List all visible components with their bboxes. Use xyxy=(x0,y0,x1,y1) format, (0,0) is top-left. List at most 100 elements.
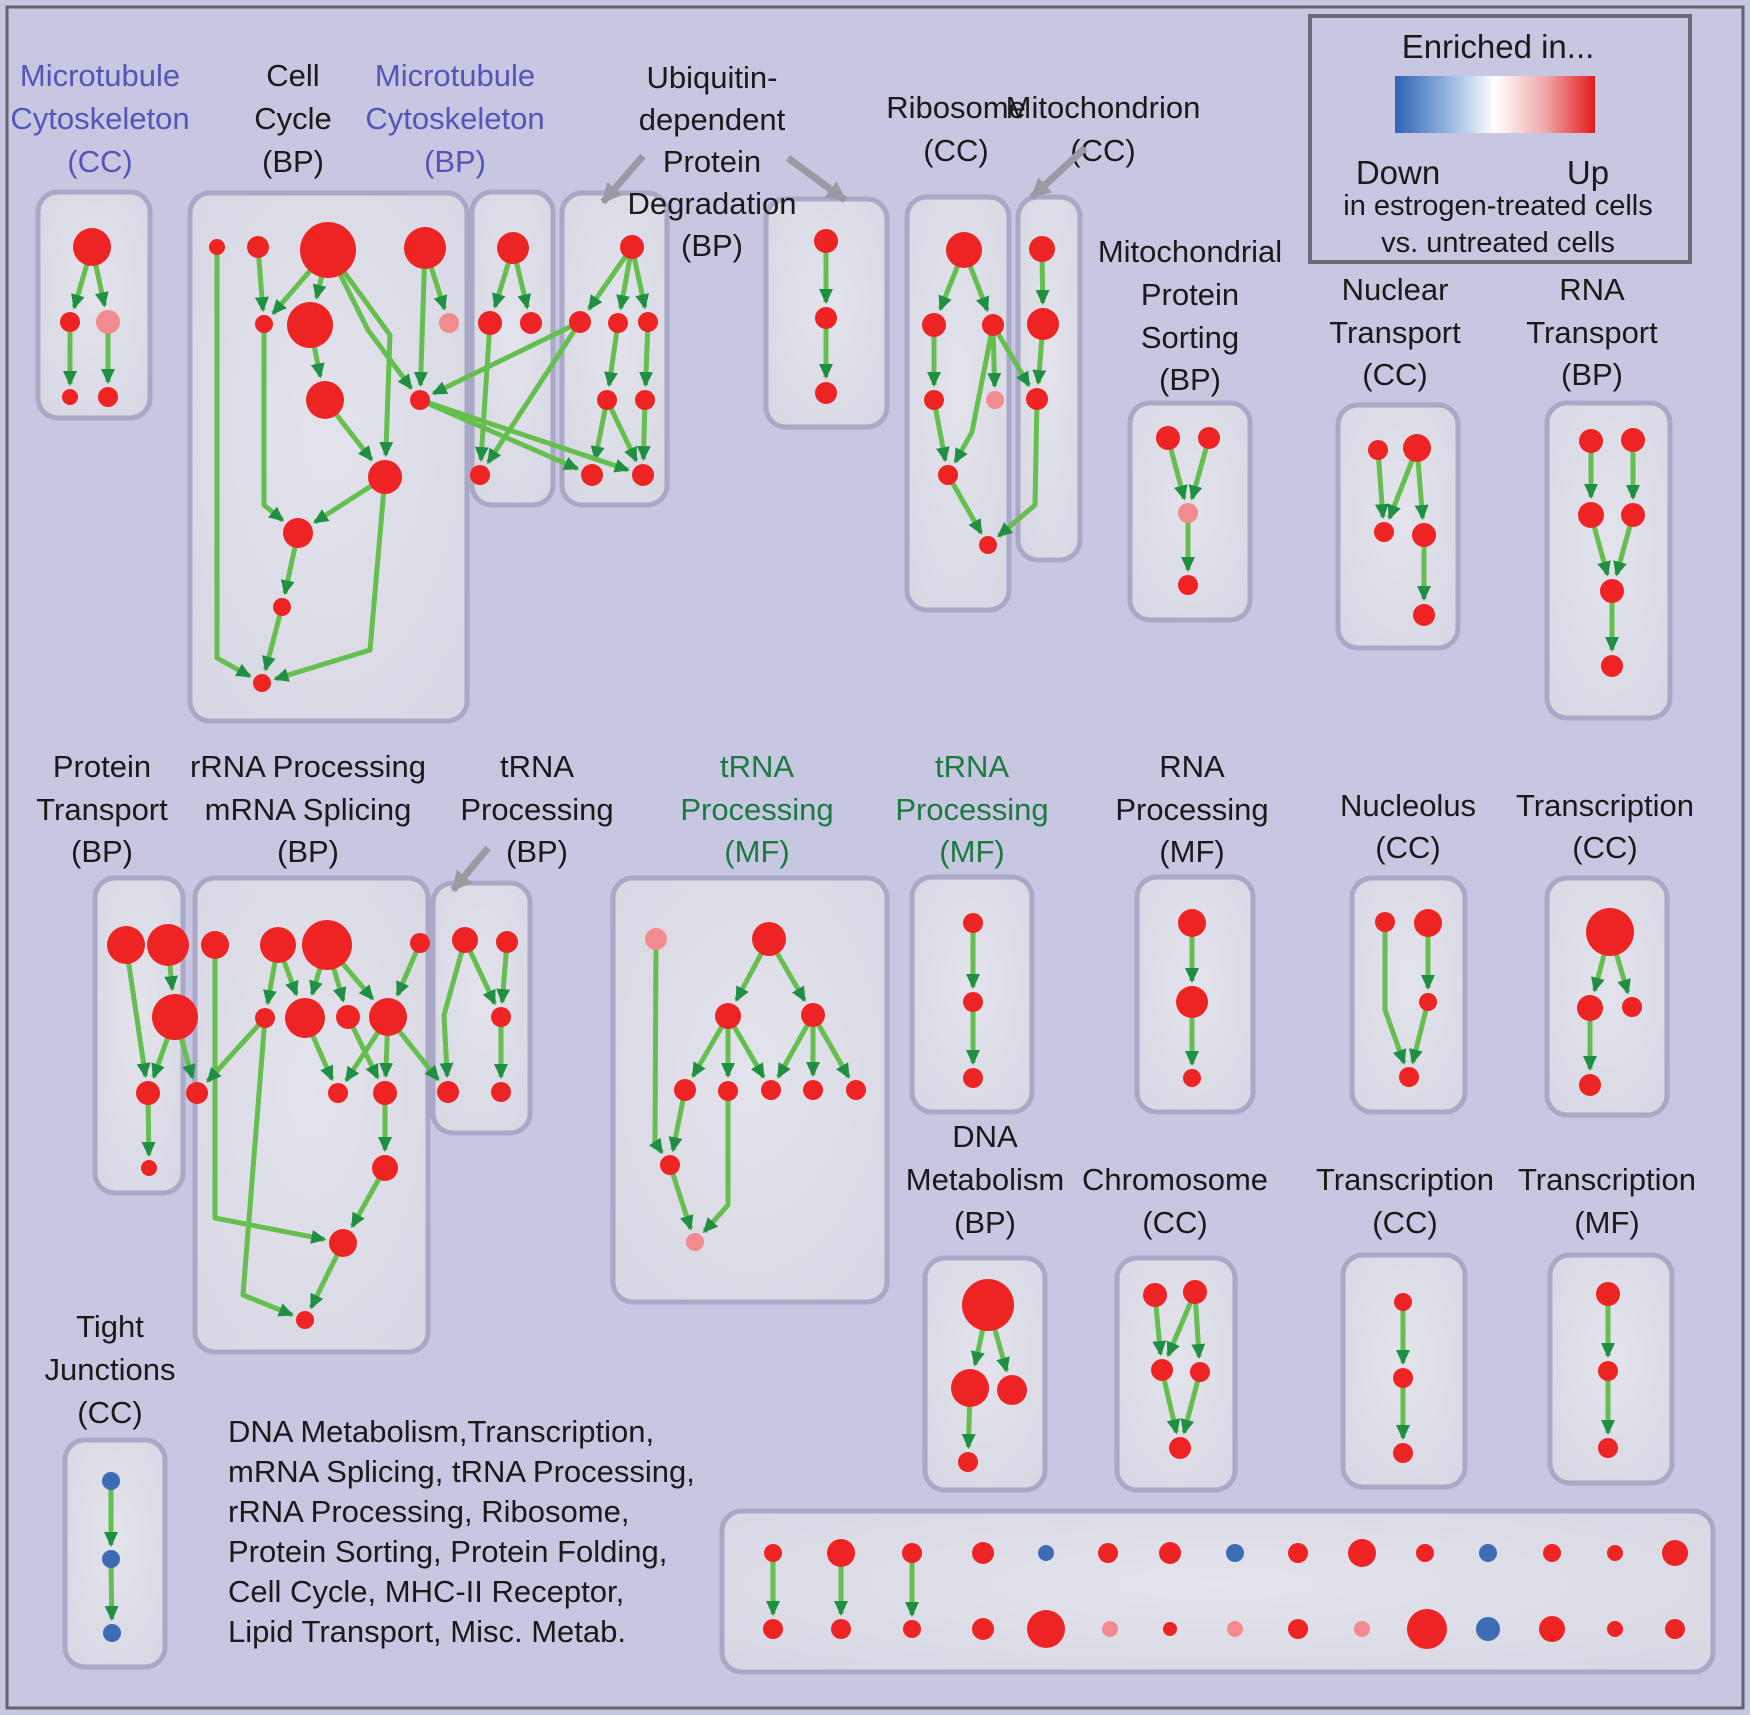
go-term-node-dna-metabolism-bp-3 xyxy=(958,1452,978,1472)
cluster-label-nucleolus-cc: Nucleolus (CC) xyxy=(1340,788,1476,865)
cluster-label-line: Ubiquitin- xyxy=(647,60,778,95)
go-term-node-transcription-cc-bottom-0 xyxy=(1394,1293,1412,1311)
edge-cell-cycle-5 xyxy=(325,248,394,458)
cluster-box-microtubule-cytoskeleton-cc xyxy=(35,189,153,421)
cluster-label-line: (MF) xyxy=(724,834,789,869)
go-term-node-ubiquitin-degradation-b-2 xyxy=(815,382,837,404)
cluster-label-line: Transport xyxy=(1329,315,1461,350)
cluster-label-line: rRNA Processing xyxy=(190,749,426,784)
edge-protein-transport-0 xyxy=(123,944,151,1079)
cluster-label-chromosome-cc: Chromosome (CC) xyxy=(1082,1162,1268,1240)
go-term-node-cell-cycle-6 xyxy=(439,313,459,333)
cluster-label-cell-cycle: Cell Cycle (BP) xyxy=(254,58,332,179)
go-term-node-transcription-mf-1 xyxy=(1598,1361,1618,1381)
go-term-node-microtubule-cytoskeleton-cc-4 xyxy=(98,387,118,407)
go-term-node-ribosome-cc-0 xyxy=(946,232,982,268)
cluster-label-trna-processing-mf-large: tRNA Processing (MF) xyxy=(680,749,833,869)
go-term-node-ubiquitin-degradation-a-0 xyxy=(620,235,644,259)
cluster-label-line: (BP) xyxy=(681,228,743,263)
cluster-label-tight-junctions-cc: Tight Junctions (CC) xyxy=(45,1309,176,1430)
cluster-label-line: (BP) xyxy=(71,834,133,869)
cluster-label-line: RNA xyxy=(1159,749,1225,784)
misc-categories-line-5: Lipid Transport, Misc. Metab. xyxy=(228,1614,626,1649)
go-term-node-trna-processing-bp-4 xyxy=(491,1082,511,1102)
cluster-label-line: Microtubule xyxy=(375,58,535,93)
go-term-node-cell-cycle-3 xyxy=(404,227,446,269)
cluster-label-transcription-cc-bottom: Transcription (CC) xyxy=(1316,1162,1494,1240)
cluster-label-line: Nuclear xyxy=(1342,272,1449,307)
go-term-node-trna-processing-mf-large-1 xyxy=(752,922,786,956)
go-term-node-nuclear-transport-1 xyxy=(1403,434,1431,462)
go-term-node-rna-transport-2 xyxy=(1578,502,1604,528)
go-term-node-microtubule-cytoskeleton-cc-1 xyxy=(60,312,80,332)
go-term-node-misc-clusters-row-11 xyxy=(1479,1544,1497,1562)
misc-categories-line-1: mRNA Splicing, tRNA Processing, xyxy=(228,1454,695,1489)
go-term-node-trna-processing-mf-large-5 xyxy=(718,1081,738,1101)
go-term-node-microtubule-cytoskeleton-bp-2 xyxy=(520,312,542,334)
go-term-node-misc-clusters-row-16 xyxy=(831,1619,851,1639)
go-term-node-ribosome-cc-2 xyxy=(982,314,1004,336)
go-term-node-ubiquitin-degradation-a-5 xyxy=(635,390,655,410)
go-term-node-trna-processing-mf-large-8 xyxy=(846,1080,866,1100)
cluster-label-line: Cell xyxy=(266,58,319,93)
cluster-label-line: Processing xyxy=(680,792,833,827)
go-term-node-misc-clusters-row-12 xyxy=(1543,1544,1561,1562)
go-term-node-misc-clusters-row-27 xyxy=(1539,1616,1565,1642)
cluster-label-microtubule-cytoskeleton-cc: Microtubule Cytoskeleton (CC) xyxy=(10,58,189,179)
go-term-node-rrna-processing-mrna-splicing-6 xyxy=(336,1005,360,1029)
go-term-node-dna-metabolism-bp-2 xyxy=(997,1375,1027,1405)
go-term-node-dna-metabolism-bp-1 xyxy=(951,1369,989,1407)
go-term-node-trna-processing-bp-2 xyxy=(491,1007,511,1027)
go-term-node-ubiquitin-degradation-a-3 xyxy=(638,312,658,332)
edge-ubiquitin-degradation-a-4 xyxy=(639,321,654,388)
cluster-label-trna-processing-mf-small: tRNA Processing (MF) xyxy=(895,749,1048,869)
go-term-node-chromosome-cc-4 xyxy=(1169,1437,1191,1459)
cluster-label-line: Sorting xyxy=(1141,320,1239,355)
cluster-label-line: tRNA xyxy=(500,749,574,784)
cluster-label-line: Cycle xyxy=(254,101,332,136)
cluster-label-line: Protein xyxy=(53,749,151,784)
go-term-node-trna-processing-mf-large-10 xyxy=(686,1233,704,1251)
go-term-node-mitochondrial-protein-sorting-2 xyxy=(1178,503,1198,523)
cluster-label-line: (BP) xyxy=(262,144,324,179)
trna-bp-arrow-callout xyxy=(450,845,491,893)
go-term-node-trna-processing-mf-large-9 xyxy=(660,1155,680,1175)
go-term-node-transcription-mf-2 xyxy=(1598,1438,1618,1458)
go-term-node-nucleolus-cc-1 xyxy=(1414,909,1442,937)
go-term-node-misc-clusters-row-24 xyxy=(1354,1621,1370,1637)
cluster-label-line: Transport xyxy=(1526,315,1658,350)
go-term-node-cell-cycle-11 xyxy=(273,598,291,616)
cluster-label-line: (BP) xyxy=(277,834,339,869)
go-term-node-misc-clusters-row-13 xyxy=(1607,1545,1623,1561)
edge-ribosome-cc-5 xyxy=(931,399,950,463)
go-term-node-tight-junctions-cc-0 xyxy=(102,1472,120,1490)
cluster-box-nuclear-transport xyxy=(1335,402,1461,651)
go-term-node-ubiquitin-degradation-a-7 xyxy=(632,464,654,486)
edge-cell-cycle-7 xyxy=(413,247,428,388)
edge-tight-junctions-cc-1 xyxy=(104,1558,119,1622)
cluster-label-line: Cytoskeleton xyxy=(10,101,189,136)
cluster-label-line: Processing xyxy=(1115,792,1268,827)
go-term-node-mitochondrion-cc-1 xyxy=(1027,308,1059,340)
go-term-node-mitochondrial-protein-sorting-0 xyxy=(1156,426,1180,450)
legend-subtitle-1: in estrogen-treated cells xyxy=(1343,190,1653,222)
go-term-node-cell-cycle-1 xyxy=(247,236,269,258)
cluster-label-line: (CC) xyxy=(923,133,988,168)
go-term-node-rrna-processing-mrna-splicing-0 xyxy=(201,931,229,959)
cluster-label-line: mRNA Splicing xyxy=(205,792,412,827)
go-term-node-misc-clusters-row-25 xyxy=(1407,1609,1447,1649)
cross-edge-2 xyxy=(419,397,630,473)
go-term-node-dna-metabolism-bp-0 xyxy=(962,1279,1014,1331)
edge-cell-cycle-8 xyxy=(261,324,285,523)
ubiquitin-right-arrow-callout xyxy=(785,155,848,203)
go-term-node-transcription-cc-bottom-1 xyxy=(1393,1368,1413,1388)
go-term-node-mitochondrion-cc-0 xyxy=(1029,236,1055,262)
cluster-label-line: (CC) xyxy=(1372,1205,1437,1240)
go-term-node-microtubule-cytoskeleton-bp-1 xyxy=(478,311,502,335)
cluster-label-line: (BP) xyxy=(954,1205,1016,1240)
cluster-label-dna-metabolism-bp: DNA Metabolism (BP) xyxy=(906,1119,1065,1240)
go-term-node-rna-processing-mf-2 xyxy=(1183,1069,1201,1087)
cross-edge-5 xyxy=(997,398,1040,538)
cluster-label-microtubule-cytoskeleton-bp: Microtubule Cytoskeleton (BP) xyxy=(365,58,544,179)
go-term-node-misc-clusters-row-2 xyxy=(902,1543,922,1563)
